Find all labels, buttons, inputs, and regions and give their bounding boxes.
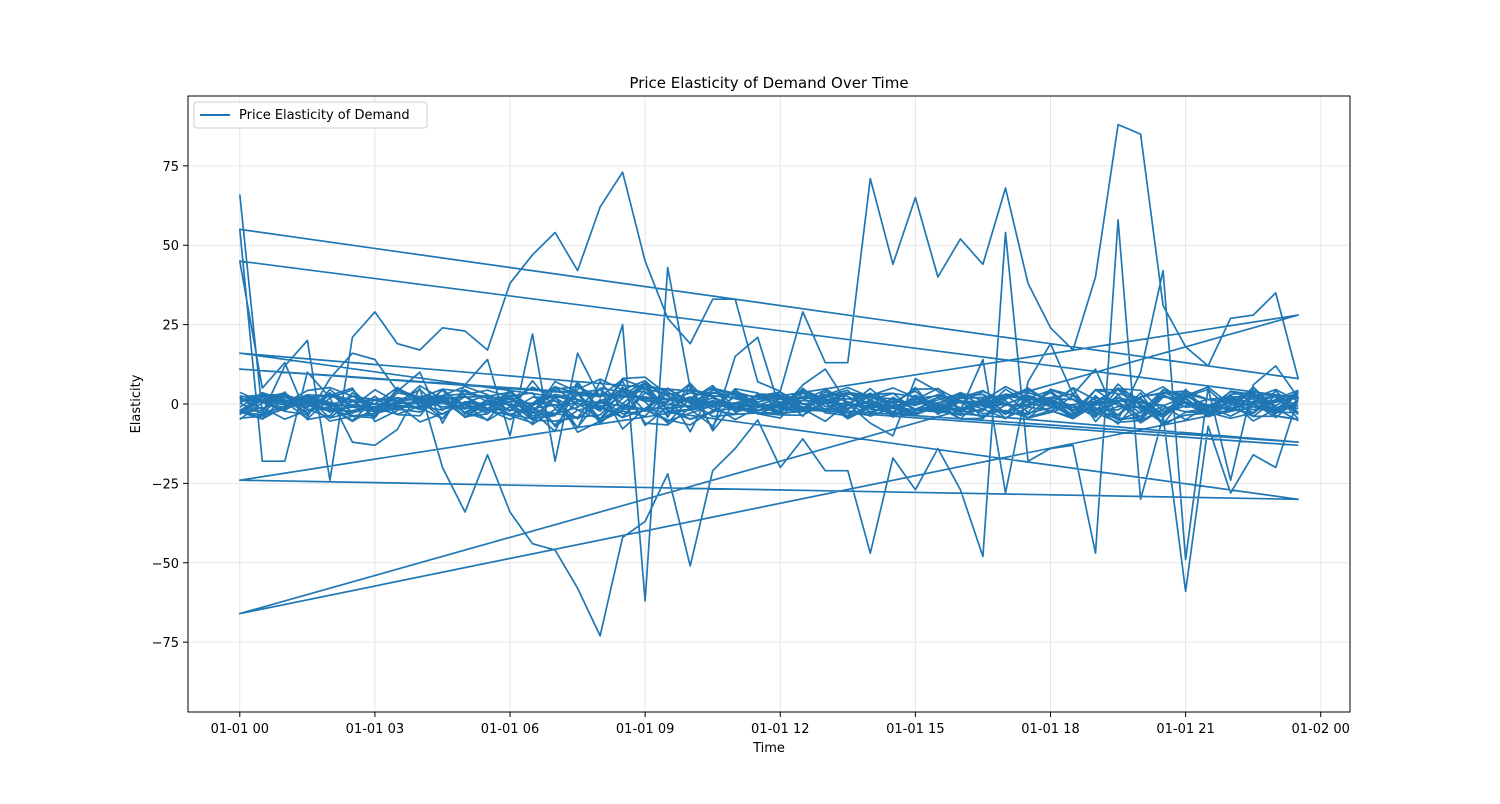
y-tick-label: −75: [152, 636, 179, 651]
legend-box: [193, 101, 428, 129]
x-tick-label: 01-01 21: [1156, 722, 1214, 737]
x-tick-label: 01-01 00: [211, 722, 269, 737]
x-tick-label: 01-01 03: [346, 722, 404, 737]
grid-layer: [188, 96, 1350, 712]
x-axis-title: Time: [752, 741, 785, 756]
legend: Price Elasticity of Demand: [193, 101, 428, 129]
x-tick-label: 01-02 00: [1291, 722, 1349, 737]
x-tick-label: 01-01 12: [751, 722, 809, 737]
series-line-segment: [239, 383, 1299, 433]
series-line-segment: [239, 387, 1299, 430]
y-axis-title: Elasticity: [129, 374, 144, 433]
x-tick-label: 01-01 06: [481, 722, 539, 737]
series-line-segment: [239, 386, 1299, 429]
legend-label: Price Elasticity of Demand: [239, 108, 410, 123]
x-tick-label: 01-01 09: [616, 722, 674, 737]
y-tick-label: 75: [162, 160, 179, 175]
x-tick-label: 01-01 15: [886, 722, 944, 737]
y-tick-label: −50: [152, 557, 179, 572]
x-tick-label: 01-01 18: [1021, 722, 1079, 737]
series-line-segment: [239, 385, 1299, 425]
y-tick-label: 25: [162, 319, 179, 334]
chart-title: Price Elasticity of Demand Over Time: [629, 74, 908, 92]
y-tick-label: 50: [162, 239, 179, 254]
series-line-segment: [239, 382, 1299, 432]
series-line: [238, 123, 1300, 637]
tick-layer: 01-01 00 01-01 03 01-01 06 01-01 09 01-01 12…: [152, 160, 1350, 737]
y-tick-label: −25: [152, 477, 179, 492]
y-tick-label: 0: [171, 398, 179, 413]
data-layer: [238, 123, 1300, 637]
